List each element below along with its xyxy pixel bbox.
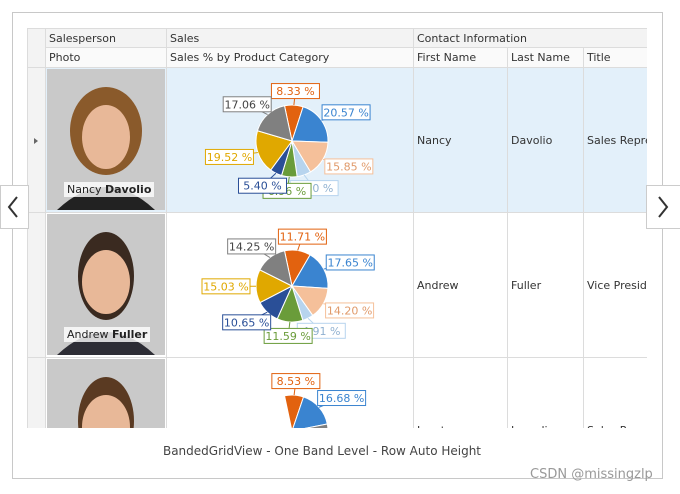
slice-label: 17.06 % bbox=[224, 98, 269, 111]
label-box bbox=[325, 302, 375, 319]
label-box bbox=[204, 148, 254, 165]
label-box bbox=[201, 278, 251, 295]
label-box bbox=[325, 254, 375, 271]
first-name: Andrew bbox=[414, 213, 508, 358]
slice-label: 10.65 % bbox=[224, 316, 269, 329]
sales-cell: 11.71 % 17.65 % 14.20 % 4.91 % 11.59 % 10.65 … bbox=[167, 213, 414, 358]
column-header: Sales % by Product Category bbox=[167, 48, 414, 68]
slice-label: 11.71 % bbox=[280, 231, 325, 244]
slice-label: 16.68 % bbox=[319, 392, 364, 405]
title: Sales Representative bbox=[584, 68, 647, 213]
slice-label: 20.57 % bbox=[323, 106, 368, 119]
label-box bbox=[270, 83, 320, 100]
photo-cell: Janet Leverling bbox=[46, 358, 167, 428]
pie-slice bbox=[259, 250, 293, 287]
band-header: Sales bbox=[167, 29, 414, 48]
pie-chart: 8.33 %20.57 %15.85 %6.30 %6.96 %5.40 %19… bbox=[204, 83, 374, 199]
photo-cell: Nancy Davolio bbox=[46, 68, 167, 213]
first-name: Nancy bbox=[414, 68, 508, 213]
slice-label: 11.59 % bbox=[265, 330, 310, 343]
row-indicator bbox=[28, 68, 46, 213]
pie-slice bbox=[256, 105, 293, 142]
slice-label: 15.85 % bbox=[326, 160, 371, 173]
band-header: Contact Information bbox=[414, 29, 647, 48]
photo bbox=[47, 359, 165, 428]
slice-label: 14.20 % bbox=[327, 304, 372, 317]
next-button[interactable] bbox=[646, 185, 680, 229]
photo-cell: Andrew Fuller bbox=[46, 213, 167, 358]
slice-label: 15.03 % bbox=[203, 280, 248, 293]
label-box bbox=[317, 390, 367, 407]
slice-label: 14.25 % bbox=[229, 240, 274, 253]
pie-slice bbox=[255, 130, 293, 171]
last-name: Fuller bbox=[508, 213, 584, 358]
column-header: Title bbox=[584, 48, 647, 68]
label-box bbox=[277, 228, 327, 245]
row-indicator bbox=[28, 213, 46, 358]
label-box bbox=[222, 314, 272, 331]
photo-caption: Nancy Davolio bbox=[64, 182, 155, 197]
label-box bbox=[321, 104, 371, 121]
label-box bbox=[227, 238, 277, 255]
photo-caption: Andrew Fuller bbox=[64, 327, 151, 342]
caption-last-name: Davolio bbox=[105, 183, 152, 196]
label-box bbox=[222, 96, 272, 113]
caption-first-name: Nancy bbox=[67, 183, 102, 196]
pie-slice bbox=[304, 423, 329, 428]
slice-label: 5.40 % bbox=[243, 180, 281, 193]
title: Vice President, Sales bbox=[584, 213, 647, 358]
sales-cell: 8.53 %16.68 %17.14 % bbox=[167, 358, 414, 428]
slice-label: 17.65 % bbox=[328, 256, 373, 269]
pie-chart: 8.53 %16.68 %17.14 % bbox=[271, 373, 367, 428]
pie-slice bbox=[291, 106, 329, 143]
band-header: Salesperson bbox=[46, 29, 167, 48]
slice-label: 8.53 % bbox=[277, 375, 315, 388]
column-header: First Name bbox=[414, 48, 508, 68]
slice-label: 8.33 % bbox=[276, 85, 314, 98]
label-box bbox=[271, 373, 321, 390]
focus-arrow bbox=[34, 138, 38, 144]
column-header: Photo bbox=[46, 48, 167, 68]
label-box bbox=[237, 177, 287, 194]
column-header: Last Name bbox=[508, 48, 584, 68]
label-box bbox=[324, 158, 374, 175]
banded-grid: Salesperson Sales Contact Information Photo… bbox=[27, 28, 647, 428]
caption-last-name: Fuller bbox=[112, 328, 148, 341]
title: Sales Representative bbox=[584, 358, 647, 428]
first-name: Janet bbox=[414, 358, 508, 428]
watermark: CSDN @missingzlp bbox=[530, 467, 653, 482]
prev-button[interactable] bbox=[0, 185, 29, 229]
label-box bbox=[263, 327, 313, 344]
caption-first-name: Andrew bbox=[67, 328, 109, 341]
last-name: Leverling bbox=[508, 358, 584, 428]
indicator-header bbox=[28, 29, 46, 68]
sales-cell: 8.33 % 20.57 % 15.85 % 6.30 % 6.96 % 5.40 % 19… bbox=[167, 68, 414, 213]
row-indicator bbox=[28, 358, 46, 428]
slice-label: 19.52 % bbox=[207, 151, 252, 164]
pie-chart: 11.71 %17.65 %14.20 %4.91 %11.59 %10.65 … bbox=[201, 228, 375, 344]
frame bbox=[12, 12, 663, 479]
caption: BandedGridView - One Band Level - Row Au… bbox=[162, 444, 482, 458]
last-name: Davolio bbox=[508, 68, 584, 213]
